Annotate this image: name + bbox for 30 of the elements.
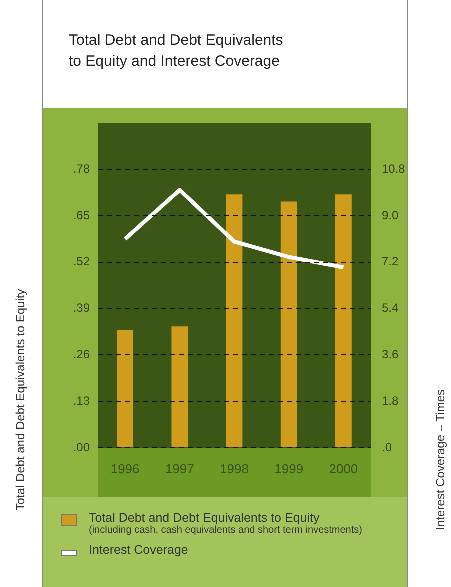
y-axis-title: Total Debt and Debt Equivalents to Equity <box>13 289 28 511</box>
bar <box>226 194 243 448</box>
x-tick-label: 1999 <box>274 461 304 476</box>
chart-title: Total Debt and Debt Equivalents to Equity and Interest Coverage <box>69 31 284 72</box>
bar <box>117 330 134 448</box>
bar <box>172 326 188 448</box>
bar <box>336 194 352 448</box>
y2-axis-title: Interest Coverage – Times <box>432 390 447 530</box>
y2-tick-label: 9.0 <box>382 208 400 222</box>
y-tick-label: .39 <box>73 301 90 316</box>
legend-label: Total Debt and Debt Equivalents to Equity <box>89 511 321 525</box>
legend-label: Interest Coverage <box>89 543 188 557</box>
y2-tick-label: 3.6 <box>382 348 400 362</box>
x-tick-label: 2000 <box>329 461 358 476</box>
bar <box>280 202 298 448</box>
x-tick-label: 1996 <box>110 461 140 476</box>
y-tick-label: .13 <box>73 394 90 408</box>
x-tick-label: 1998 <box>220 461 249 476</box>
x-tick-label: 1997 <box>165 461 194 476</box>
y-tick-label: .78 <box>73 162 90 176</box>
y2-tick-label: 1.8 <box>382 394 400 408</box>
y2-tick-label: 5.4 <box>382 301 400 316</box>
y-tick-label: .52 <box>73 254 90 269</box>
y-tick-label: .65 <box>73 208 90 222</box>
y2-tick-label: .0 <box>382 440 392 454</box>
y2-tick-label: 7.2 <box>382 254 400 269</box>
y-tick-label: .00 <box>73 440 90 454</box>
y-tick-label: .26 <box>73 348 90 362</box>
y2-tick-label: 10.8 <box>382 162 406 176</box>
text: (including cash, cash equivalents and short term investments) <box>89 525 362 536</box>
